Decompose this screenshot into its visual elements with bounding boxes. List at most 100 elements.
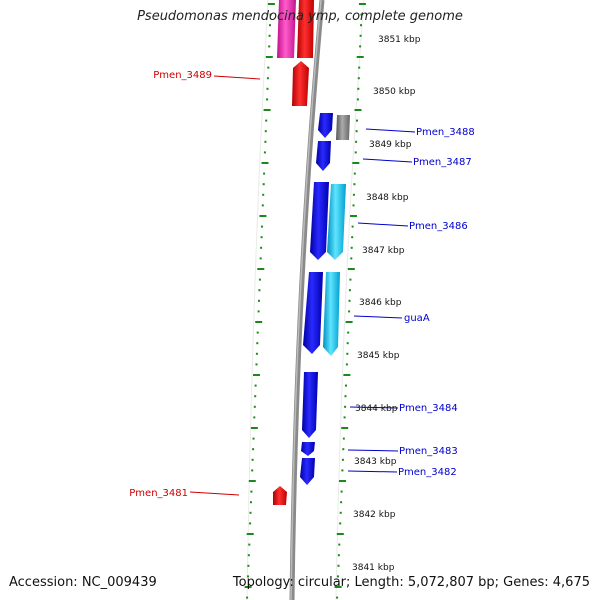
scale-label: 3841 kbp bbox=[352, 563, 395, 573]
gene-label-pmen-3481[interactable]: Pmen_3481 bbox=[129, 488, 188, 499]
minor-tick bbox=[342, 448, 345, 451]
major-tick bbox=[248, 480, 256, 482]
minor-tick bbox=[249, 511, 252, 514]
backbone-arc bbox=[289, 0, 325, 600]
gene-pmen-3481 bbox=[273, 486, 287, 505]
minor-tick bbox=[337, 554, 340, 557]
minor-tick bbox=[259, 257, 262, 260]
scale-label: 3842 kbp bbox=[353, 510, 396, 520]
minor-tick bbox=[258, 278, 261, 281]
scale-label: 3845 kbp bbox=[357, 351, 400, 361]
major-tick bbox=[255, 321, 263, 323]
callout-line-pmen-3484 bbox=[349, 406, 399, 409]
scale-labels: 3851 kbp 3850 kbp 3849 kbp 3848 kbp 3847… bbox=[352, 35, 421, 573]
minor-tick bbox=[264, 140, 267, 143]
gene-label-pmen-3483[interactable]: Pmen_3483 bbox=[399, 446, 458, 457]
minor-tick bbox=[355, 140, 358, 143]
minor-tick bbox=[266, 87, 269, 90]
minor-tick bbox=[356, 119, 358, 122]
gene-label-pmen-3489[interactable]: Pmen_3489 bbox=[153, 70, 212, 81]
major-tick bbox=[347, 268, 355, 270]
minor-tick bbox=[267, 66, 270, 69]
minor-tick bbox=[360, 24, 362, 27]
gene-pmen-3482 bbox=[300, 458, 315, 485]
minor-tick bbox=[353, 172, 356, 175]
minor-tick bbox=[269, 13, 272, 16]
callout-line-guaA bbox=[353, 315, 403, 319]
minor-tick bbox=[345, 384, 347, 387]
callout-line-pmen-3488 bbox=[365, 128, 416, 133]
minor-tick bbox=[247, 575, 249, 578]
gene-label-pmen-3484[interactable]: Pmen_3484 bbox=[399, 403, 458, 414]
gene-gray-3488 bbox=[336, 115, 350, 140]
minor-tick bbox=[258, 289, 261, 292]
minor-tick bbox=[263, 172, 266, 175]
minor-tick bbox=[253, 405, 256, 408]
gene-label-pmen-3486[interactable]: Pmen_3486 bbox=[409, 221, 468, 232]
gene-pmen-3483 bbox=[301, 442, 315, 456]
callout-line-pmen-3481 bbox=[189, 491, 240, 496]
scale-label: 3848 kbp bbox=[366, 193, 409, 203]
major-tick bbox=[267, 3, 275, 5]
callout-line-pmen-3482 bbox=[347, 470, 398, 473]
minor-tick bbox=[263, 151, 266, 154]
gene-red-top bbox=[297, 0, 314, 58]
scale-label: 3843 kbp bbox=[354, 457, 397, 467]
minor-tick bbox=[257, 310, 260, 313]
minor-tick bbox=[339, 522, 342, 525]
gene-pmen-3484 bbox=[302, 372, 318, 438]
minor-tick bbox=[354, 151, 357, 154]
minor-tick bbox=[340, 501, 343, 504]
major-tick bbox=[263, 109, 271, 111]
major-tick bbox=[253, 374, 260, 376]
minor-tick bbox=[348, 299, 351, 302]
minor-tick bbox=[350, 257, 353, 260]
minor-tick bbox=[360, 13, 363, 16]
gene-label-pmen-3482[interactable]: Pmen_3482 bbox=[398, 467, 457, 478]
minor-tick bbox=[262, 193, 265, 196]
callout-line-pmen-3486 bbox=[357, 222, 409, 227]
scale-label: 3849 kbp bbox=[369, 140, 412, 150]
genome-title: Pseudomonas mendocina ymp, complete geno… bbox=[137, 9, 463, 24]
major-tick bbox=[265, 56, 273, 58]
minor-tick bbox=[250, 501, 252, 504]
gene-pmen-3486 bbox=[310, 182, 329, 260]
minor-tick bbox=[260, 246, 263, 249]
minor-tick bbox=[269, 24, 271, 27]
major-tick bbox=[356, 56, 364, 58]
minor-tick bbox=[268, 34, 271, 37]
minor-tick bbox=[341, 469, 344, 472]
minor-tick bbox=[344, 405, 347, 408]
minor-tick bbox=[248, 543, 251, 546]
major-tick bbox=[334, 586, 342, 588]
inner-ticks bbox=[244, 3, 275, 599]
gene-label-guaA[interactable]: guaA bbox=[404, 313, 430, 324]
minor-tick bbox=[352, 193, 355, 196]
major-tick bbox=[345, 321, 353, 323]
minor-tick bbox=[261, 225, 263, 228]
minor-tick bbox=[355, 130, 358, 133]
minor-tick bbox=[357, 87, 360, 90]
minor-tick bbox=[252, 437, 255, 440]
scale-label: 3846 kbp bbox=[359, 298, 402, 308]
minor-tick bbox=[359, 34, 362, 37]
minor-tick bbox=[254, 395, 257, 398]
minor-tick bbox=[255, 363, 258, 366]
major-tick bbox=[341, 427, 349, 429]
minor-tick bbox=[261, 204, 264, 207]
inner-guide bbox=[246, 0, 269, 600]
minor-tick bbox=[357, 77, 360, 80]
minor-tick bbox=[268, 45, 271, 48]
minor-tick bbox=[345, 363, 348, 366]
scale-label: 3844 kbp bbox=[355, 404, 398, 414]
minor-tick bbox=[337, 564, 340, 567]
gene-label-pmen-3488[interactable]: Pmen_3488 bbox=[416, 127, 475, 138]
minor-tick bbox=[348, 289, 351, 292]
gene-label-pmen-3487[interactable]: Pmen_3487 bbox=[413, 157, 472, 168]
gene-guaA-cyan bbox=[323, 272, 340, 356]
minor-tick bbox=[260, 236, 263, 239]
minor-tick bbox=[356, 98, 359, 101]
major-tick bbox=[250, 427, 258, 429]
minor-tick bbox=[256, 331, 259, 334]
minor-tick bbox=[258, 299, 260, 302]
